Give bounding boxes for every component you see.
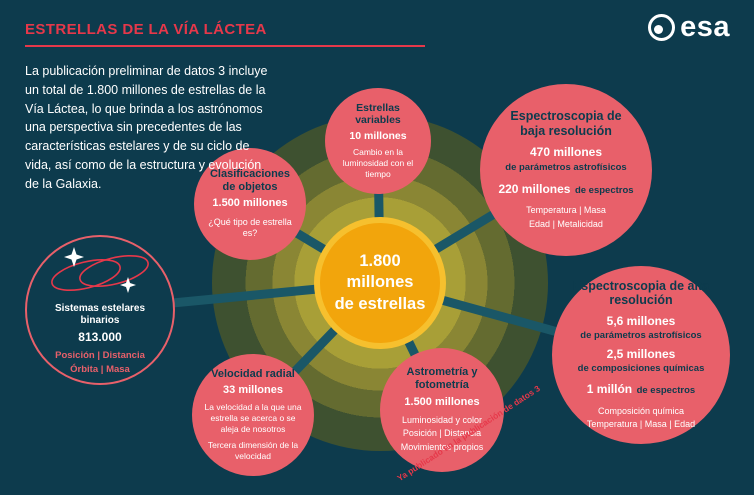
satellite-title: Astrometría y fotometría	[406, 366, 478, 391]
satellite-stat-label: de parámetros astrofísicos	[505, 161, 627, 173]
satellite-title: Espectroscopia de alta resolución	[572, 279, 710, 308]
satellite-description: Órbita | Masa	[70, 363, 130, 375]
satellite-stat-number: 470 millones	[529, 145, 603, 160]
hub-line3: de estrellas	[334, 294, 426, 313]
intro-paragraph: La publicación preliminar de datos 3 inc…	[25, 64, 268, 191]
orbit-ellipse	[79, 254, 149, 287]
satellite-number: 813.000	[78, 329, 122, 344]
hub-line2: millones	[346, 273, 414, 292]
satellite-estrellas-variables: Estrellas variables 10 millones Cambio e…	[325, 88, 431, 194]
satellite-title: Estrellas variables	[355, 101, 401, 126]
satellite-stat-line: 220 millones de espectros	[498, 179, 633, 198]
satellite-espectroscopia-alta-resolucion: Espectroscopia de alta resolución 5,6 mi…	[552, 266, 730, 444]
satellite-astrometria-fotometria: Astrometría y fotometría 1.500 millones …	[380, 348, 504, 472]
satellite-description: Luminosidad y color	[401, 414, 483, 425]
esa-logo-text: esa	[680, 11, 730, 43]
satellite-description: Tercera dimensión de la velocidad	[207, 439, 299, 461]
page-title: ESTRELLAS DE LA VÍA LÁCTEA	[25, 21, 267, 38]
satellite-stat-label: de espectros	[574, 184, 634, 196]
satellite-title: Clasificaciones de objetos	[209, 168, 291, 193]
satellite-title: Espectroscopia de baja resolución	[510, 109, 622, 138]
esa-logo-dot-icon	[654, 25, 664, 34]
esa-logo: esa	[648, 13, 730, 42]
satellite-description: ¿Qué tipo de estrella es?	[208, 216, 292, 239]
satellite-description: Movimientos propios	[400, 442, 484, 453]
satellite-stat-label: de composiciones químicas	[577, 362, 705, 374]
satellite-stat-number: 5,6 millones	[606, 313, 676, 328]
satellite-stat-label: de espectros	[636, 385, 696, 397]
satellite-number: 33 millones	[223, 383, 283, 396]
satellite-stat-label: de parámetros astrofísicos	[580, 330, 702, 342]
satellite-number: 10 millones	[349, 129, 407, 142]
satellite-sistemas-estelares-binarios: Sistemas estelares binarios 813.000 Posi…	[25, 235, 175, 385]
orbit-ellipse	[51, 258, 121, 291]
satellite-description: La velocidad a la que una estrella se ac…	[204, 401, 302, 434]
binary-orbit-graphic	[51, 246, 149, 293]
satellite-espectroscopia-baja-resolucion: Espectroscopia de baja resolución 470 mi…	[480, 84, 652, 256]
satellite-description: Edad | Metalicidad	[529, 218, 603, 229]
satellite-stat-number: 1 millón	[586, 382, 633, 397]
esa-logo-icon	[648, 14, 676, 41]
satellite-description: Composición química	[597, 405, 685, 416]
hub-circle: 1.800 millones de estrellas	[314, 217, 446, 349]
title-underline	[25, 45, 425, 47]
satellite-title: Velocidad radial	[211, 367, 295, 380]
satellite-number: 1.500 millones	[212, 197, 288, 210]
satellite-stat-number: 220 millones	[498, 181, 571, 196]
hub-line1: 1.800	[359, 251, 401, 270]
satellite-stat-number: 2,5 millones	[606, 346, 676, 361]
star-icon	[120, 276, 136, 293]
satellite-velocidad-radial: Velocidad radial 33 millones La velocida…	[192, 354, 314, 476]
star-icon	[64, 246, 84, 267]
satellite-number: 1.500 millones	[404, 395, 480, 408]
satellite-title: Sistemas estelares binarios	[54, 302, 146, 326]
satellite-description: Temperatura | Masa | Edad	[586, 419, 696, 430]
satellite-clasificaciones-objetos: Clasificaciones de objetos 1.500 millone…	[194, 148, 306, 260]
satellite-description: Cambio en la luminosidad con el tiempo	[342, 147, 414, 180]
satellite-description: Posición | Distancia	[55, 350, 145, 362]
satellite-stat-line: 1 millón de espectros	[587, 379, 695, 398]
satellite-description: Posición | Distancia	[402, 428, 482, 439]
satellite-description: Temperatura | Masa	[526, 205, 606, 216]
